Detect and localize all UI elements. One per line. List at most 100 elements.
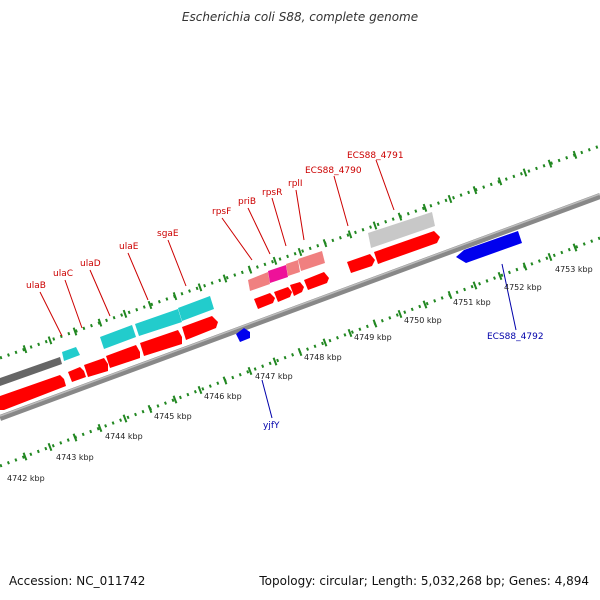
forward-strand-genes [0,231,440,410]
gene-rpsf-light [248,272,270,291]
upper-track-tick [422,203,428,212]
lower-track-tick [47,442,53,452]
upper-track-tick [347,230,353,239]
gene-red-8 [274,287,292,302]
scale-label-4746: 4746 kbp [204,392,242,401]
lower-track-tick [397,309,403,319]
label-ulac: ulaC [53,269,73,279]
scale-label-4745: 4745 kbp [154,412,192,421]
label-ecs88-4790: ECS88_4790 [305,166,362,176]
label-yjfy: yjfY [263,421,280,431]
map-title: Escherichia coli S88, complete genome [181,10,419,24]
lower-major-ticks [22,243,578,461]
label-ulad: ulaD [80,259,101,269]
leader-prib [247,207,271,255]
upper-track-tick [172,292,178,301]
genome-summary-text: Topology: circular; Length: 5,032,268 bp… [259,574,589,588]
lower-track-tick [447,290,453,300]
scale-label-4749: 4749 kbp [354,333,392,342]
leader-ulac [64,279,83,329]
label-ulab: ulaB [26,281,46,291]
gene-yjfy-blue [236,328,250,342]
scale-label-4748: 4748 kbp [304,353,342,362]
lower-track-tick [297,347,303,357]
upper-track-tick [247,265,253,274]
upper-track-tick [472,186,478,195]
gene-dark-gray-segment [0,357,62,386]
gene-rpli-light [298,251,325,271]
leader-sgae [167,239,187,287]
leader-rpsr [271,197,287,247]
genome-backbone [0,193,600,421]
label-ecs88-4791: ECS88_4791 [347,151,404,161]
upper-track-tick [72,327,78,336]
lower-track-tick [372,319,378,328]
scale-label-4753: 4753 kbp [555,265,593,274]
gene-red-4 [106,345,140,368]
upper-track-tick [322,239,328,248]
gene-ecs88-4792-blue [456,231,522,263]
leader-yjfy [261,379,273,419]
upper-track-tick [22,345,28,354]
gene-red-1 [0,375,66,410]
gene-red-11 [347,254,375,273]
upper-track-tick [447,194,453,204]
leader-ecs88-4792 [501,263,517,331]
upper-track-tick [272,256,278,265]
accession-text: Accession: NC_011742 [9,574,146,588]
leader-ulae [127,252,149,301]
upper-track-tick [497,177,503,186]
scale-label-4752: 4752 kbp [504,283,542,292]
upper-track-tick [297,247,303,257]
gene-sgae-cyan [178,296,214,321]
lower-track-tick [547,252,553,262]
lower-track-tick [322,338,328,347]
upper-track-tick [47,336,53,345]
gene-red-7 [254,293,275,309]
scale-labels: 4742 kbp 4743 kbp 4744 kbp 4745 kbp 4746… [7,265,593,483]
upper-track-tick [197,283,203,292]
lower-track-tick [347,328,353,338]
leader-ulab [39,291,63,337]
gene-red-10 [304,272,329,290]
leader-ulad [89,269,111,317]
lower-track-tick [472,281,478,290]
label-ulae: ulaE [119,242,139,252]
gene-ecs88-4791-gray [368,212,435,248]
label-sgae: sgaE [157,229,179,239]
leader-rpli [295,189,305,241]
lower-track-tick [97,423,103,433]
gene-red-3 [84,358,108,377]
label-rpli: rplI [288,179,303,189]
lower-track-tick [422,300,428,309]
upper-track-tick [97,318,103,327]
gene-ulad-cyan [100,325,136,349]
top-label-leaders [39,159,395,337]
label-ecs88-4792: ECS88_4792 [487,332,544,342]
lower-track-tick [72,433,78,442]
gene-ulab-cyan [62,347,80,361]
leader-ecs88-4791 [375,159,395,211]
gene-rpsr-light [286,260,300,276]
upper-track-tick [147,300,153,310]
reverse-strand-genes [236,231,522,342]
scale-label-4750: 4750 kbp [404,316,442,325]
upper-track-tick [372,221,378,230]
gene-red-5 [140,330,182,356]
gene-red-2 [68,367,86,382]
scale-label-4744: 4744 kbp [105,432,143,441]
lower-track-tick [122,414,128,423]
lower-track-tick [22,452,28,461]
top-gene-labels: ulaB ulaC ulaD ulaE sgaE rpsF priB rpsR … [26,151,404,291]
leader-rpsf [221,217,253,261]
gene-red-9 [290,282,304,296]
gene-prib-magenta [268,265,288,283]
lower-track-tick [497,271,503,281]
label-prib: priB [238,197,256,207]
lower-track-tick [222,376,228,385]
lower-track-tick [197,385,203,395]
scale-label-4747: 4747 kbp [255,372,293,381]
label-rpsf: rpsF [212,207,231,217]
upper-major-ticks [22,150,578,354]
